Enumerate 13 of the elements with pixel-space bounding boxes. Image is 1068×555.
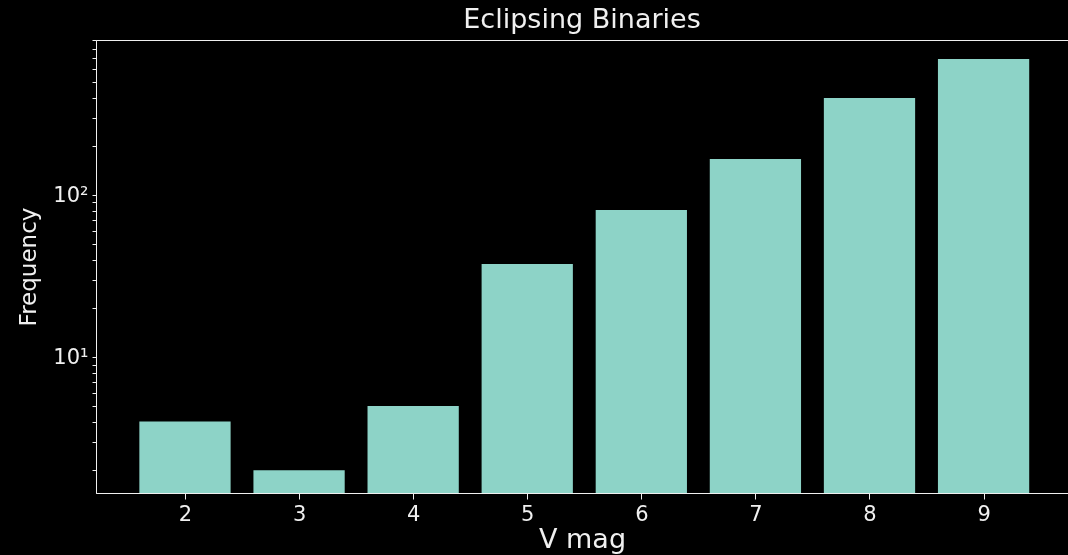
x-tick-label: 4 [406,501,421,526]
x-axis-title: V mag [538,522,627,554]
x-tick-label: 5 [521,501,535,526]
x-tick-label: 7 [749,501,763,526]
y-tick-label: 10¹ [53,344,89,369]
x-tick-label: 6 [635,501,649,526]
y-tick-label: 10² [53,182,89,207]
x-tick-label: 8 [863,501,877,526]
x-tick-label: 9 [977,501,991,526]
x-tick-label: 2 [178,501,193,526]
chart-title: Eclipsing Binaries [463,2,701,34]
x-tick-label: 3 [292,501,307,526]
y-axis-title: Frequency [15,207,42,327]
